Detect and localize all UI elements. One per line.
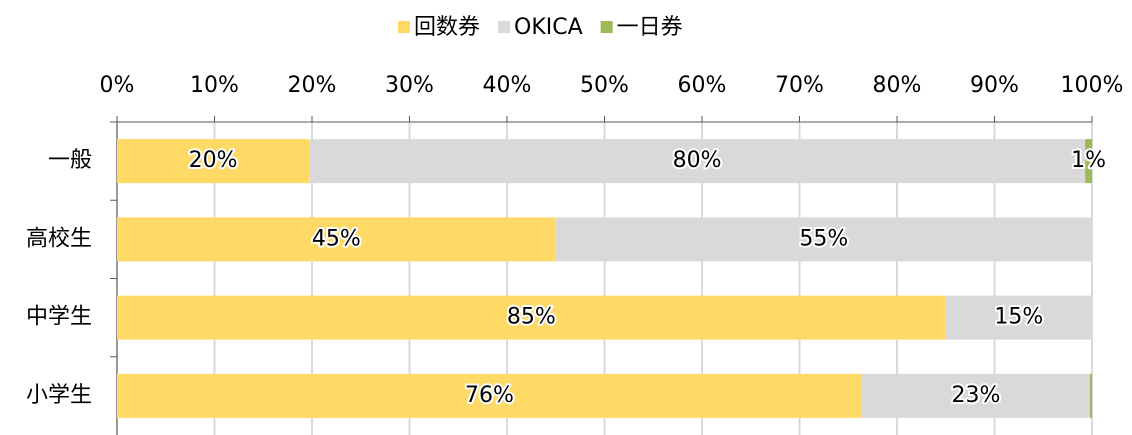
y-tick-label: 中学生 — [26, 305, 92, 330]
x-tick-label: 100% — [1061, 73, 1124, 98]
value-label: 20% — [189, 148, 238, 173]
legend-swatch — [498, 21, 511, 33]
x-tick-label: 0% — [100, 73, 135, 98]
bar-segment — [117, 295, 946, 340]
value-label: 23% — [952, 383, 1001, 408]
x-tick-label: 40% — [483, 73, 532, 98]
legend-swatch — [600, 21, 613, 33]
legend-swatch — [398, 21, 410, 33]
value-label: 15% — [994, 305, 1043, 330]
x-tick-label: 30% — [385, 73, 434, 98]
bar-segment — [1090, 373, 1092, 418]
x-tick-label: 90% — [970, 73, 1019, 98]
y-tick-label: 高校生 — [26, 226, 92, 251]
legend-label: 一日券 — [617, 15, 683, 40]
y-tick-label: 小学生 — [26, 383, 92, 408]
bar-segment — [117, 373, 862, 418]
y-tick-label: 一般 — [48, 148, 92, 173]
value-label: 85% — [507, 305, 556, 330]
bar-segment — [861, 373, 1091, 418]
bar-segment — [945, 295, 1092, 340]
legend-label: 回数券 — [414, 15, 480, 40]
value-label: 55% — [799, 226, 848, 251]
value-label: 1% — [1071, 148, 1106, 173]
bar-segment — [309, 139, 1086, 184]
x-tick-label: 10% — [190, 73, 239, 98]
value-label: 76% — [465, 383, 514, 408]
bar-segment — [1085, 139, 1092, 184]
value-label: 45% — [312, 226, 361, 251]
bar-segment — [117, 217, 556, 262]
x-tick-label: 60% — [678, 73, 727, 98]
x-tick-label: 70% — [775, 73, 824, 98]
x-tick-label: 20% — [288, 73, 337, 98]
bar-segment — [555, 217, 1092, 262]
value-label: 80% — [673, 148, 722, 173]
bar-segment — [117, 139, 310, 184]
x-tick-label: 80% — [873, 73, 922, 98]
legend-label: OKICA — [514, 15, 583, 40]
x-tick-label: 50% — [580, 73, 629, 98]
